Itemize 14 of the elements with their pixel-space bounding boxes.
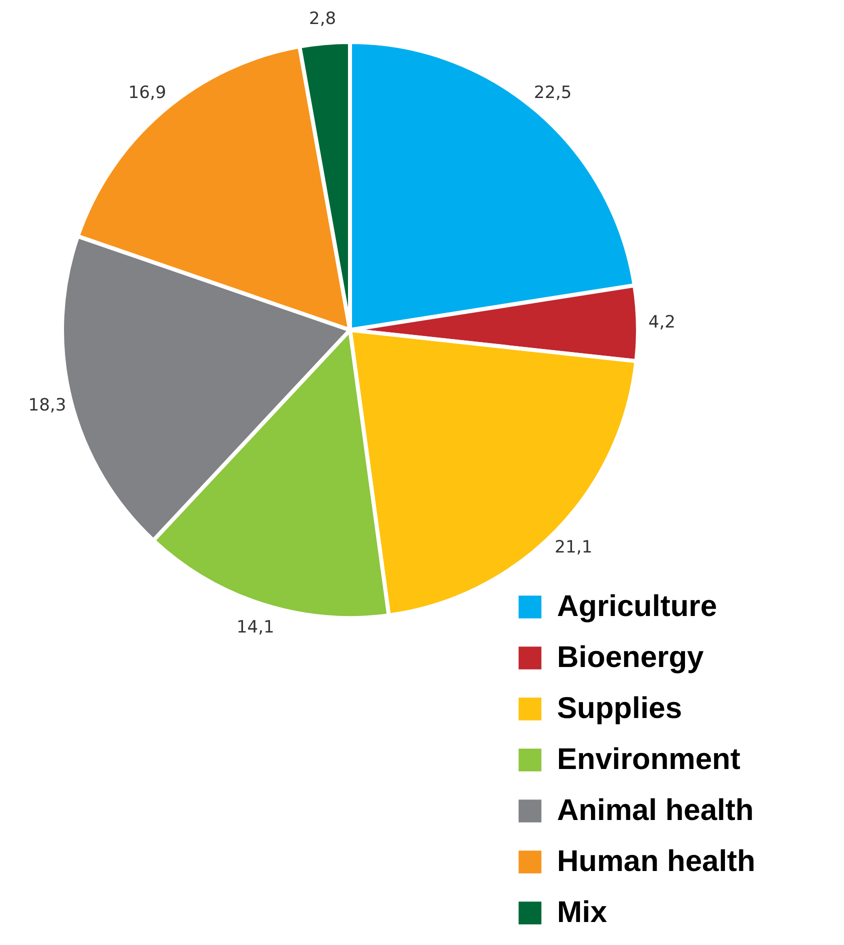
legend-label: Supplies bbox=[557, 692, 682, 725]
data-label: 4,2 bbox=[648, 312, 676, 333]
legend-label: Agriculture bbox=[557, 590, 718, 623]
data-label: 16,9 bbox=[128, 82, 166, 103]
legend-label: Mix bbox=[557, 896, 608, 929]
data-label: 21,1 bbox=[554, 538, 592, 558]
data-label: 22,5 bbox=[534, 82, 572, 103]
data-label: 18,3 bbox=[28, 395, 66, 416]
legend-label: Bioenergy bbox=[557, 641, 704, 674]
data-label: 14,1 bbox=[236, 617, 274, 638]
legend-label: Animal health bbox=[557, 794, 754, 827]
legend-label: Environment bbox=[557, 743, 740, 776]
data-label: 2,8 bbox=[309, 9, 336, 30]
legend-label: Human health bbox=[557, 845, 756, 878]
